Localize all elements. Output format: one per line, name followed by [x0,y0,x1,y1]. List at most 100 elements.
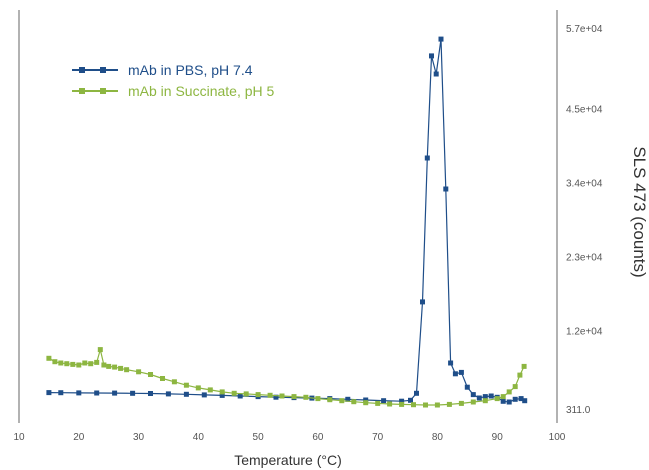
series-1-point [76,362,82,368]
series-1-point [267,392,273,398]
series-1-point [171,379,177,385]
series-1-point [446,401,452,407]
x-tick-label: 30 [133,432,145,443]
series-1-point [255,392,261,398]
series-1-point [512,384,518,390]
series-1-point [70,361,76,367]
legend-marker-pbs-1 [79,67,85,73]
series-0-point [500,398,506,404]
series-0-point [438,36,444,42]
y-tick-label: 1.2e+04 [566,326,603,337]
series-1-point [148,372,153,377]
series-1-point [303,394,309,400]
series-1-point [291,394,297,400]
series-1-point [58,360,64,366]
series-1-point [339,398,345,404]
series-1-point [521,363,527,369]
series-0-point [512,396,518,402]
series-0-point [148,391,153,396]
series-1-point [506,389,512,395]
series-line-0 [48,39,526,403]
series-0-point [130,390,136,396]
series-0-point [443,186,449,192]
series-0-point [112,390,118,396]
series-1-point [482,398,488,404]
series-layer [46,36,528,408]
x-tick-label: 10 [13,432,25,443]
series-1-point [327,397,333,403]
series-0-point [76,390,82,396]
series-1-point [97,347,103,353]
series-1-point [207,387,213,393]
series-0-point [414,390,419,396]
series-1-point [351,399,357,405]
series-0-point [219,392,225,398]
series-0-point [464,384,470,390]
x-tick-label: 90 [492,432,504,443]
x-axis-title: Temperature (°C) [234,452,342,468]
series-1-point [118,365,124,371]
y-tick-label: 5.7e+04 [566,24,603,35]
series-1-point [112,364,118,370]
legend-marker-succinate-2 [100,88,106,94]
series-0-point [522,398,528,404]
series-1-point [500,394,506,400]
series-1-point [458,400,464,406]
series-1-point [64,361,70,367]
series-0-point [46,390,52,396]
series-0-point [482,394,488,400]
y-tick-label: 2.3e+04 [566,253,603,264]
x-tick-label: 100 [549,432,566,443]
series-1-point [363,400,369,406]
legend-label-succinate: mAb in Succinate, pH 5 [128,83,275,99]
series-1-point [517,372,523,378]
series-1-point [279,393,285,399]
series-0-point [273,394,279,400]
series-0-point [201,392,207,398]
series-1-point [183,382,189,388]
series-1-point [46,355,52,361]
series-0-point [470,392,476,398]
series-0-point [476,395,482,401]
series-0-point [518,396,524,402]
series-0-point [94,390,100,396]
series-1-point [470,399,476,405]
series-1-point [106,363,112,369]
series-0-point [452,371,458,377]
series-0-point [420,299,425,305]
series-0-point [399,398,405,404]
series-1-point [399,401,405,407]
series-1-point [423,402,428,408]
series-1-point [375,400,381,406]
y-tick-label: 4.5e+04 [566,105,603,116]
legend: mAb in PBS, pH 7.4 mAb in Succinate, pH … [72,62,275,99]
series-1-point [219,389,225,395]
series-1-point [231,390,237,396]
series-0-point [424,155,430,161]
series-1-point [124,367,130,373]
series-line-1 [48,349,525,406]
y-tick-label: 311.0 [566,405,591,416]
series-0-point [58,390,64,396]
x-tick-label: 40 [193,432,205,443]
x-tick-label: 20 [73,432,85,443]
series-1-point [88,361,94,367]
y-axis-title: SLS 473 (counts) [630,146,649,277]
x-tick-label: 80 [432,432,444,443]
series-1-point [94,359,100,365]
series-1-point [101,362,107,368]
series-1-point [494,396,500,402]
series-0-point [237,393,243,399]
series-0-point [488,393,494,399]
series-1-point [411,402,416,408]
x-tick-label: 50 [253,432,265,443]
series-1-point [315,396,321,402]
legend-marker-succinate-1 [79,88,85,94]
x-axis-ticks: 10 20 30 40 50 60 70 80 90 100 [13,432,565,443]
series-1-point [434,402,440,408]
series-1-point [52,359,58,365]
series-0-point [345,396,351,402]
series-0-point [429,53,434,59]
series-0-point [183,391,189,397]
series-0-point [448,360,454,366]
